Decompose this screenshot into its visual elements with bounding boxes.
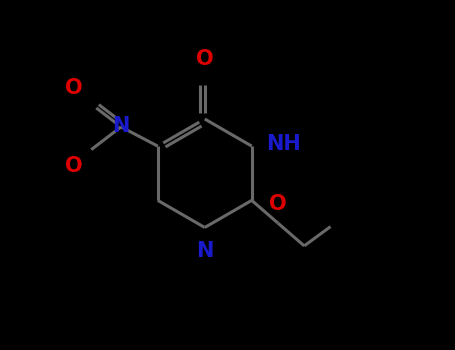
Text: O: O <box>196 49 213 69</box>
Text: O: O <box>65 78 82 98</box>
Text: N: N <box>112 116 130 136</box>
Text: N: N <box>196 241 213 261</box>
Text: O: O <box>269 194 287 214</box>
Text: NH: NH <box>267 134 301 154</box>
Text: O: O <box>65 156 82 176</box>
